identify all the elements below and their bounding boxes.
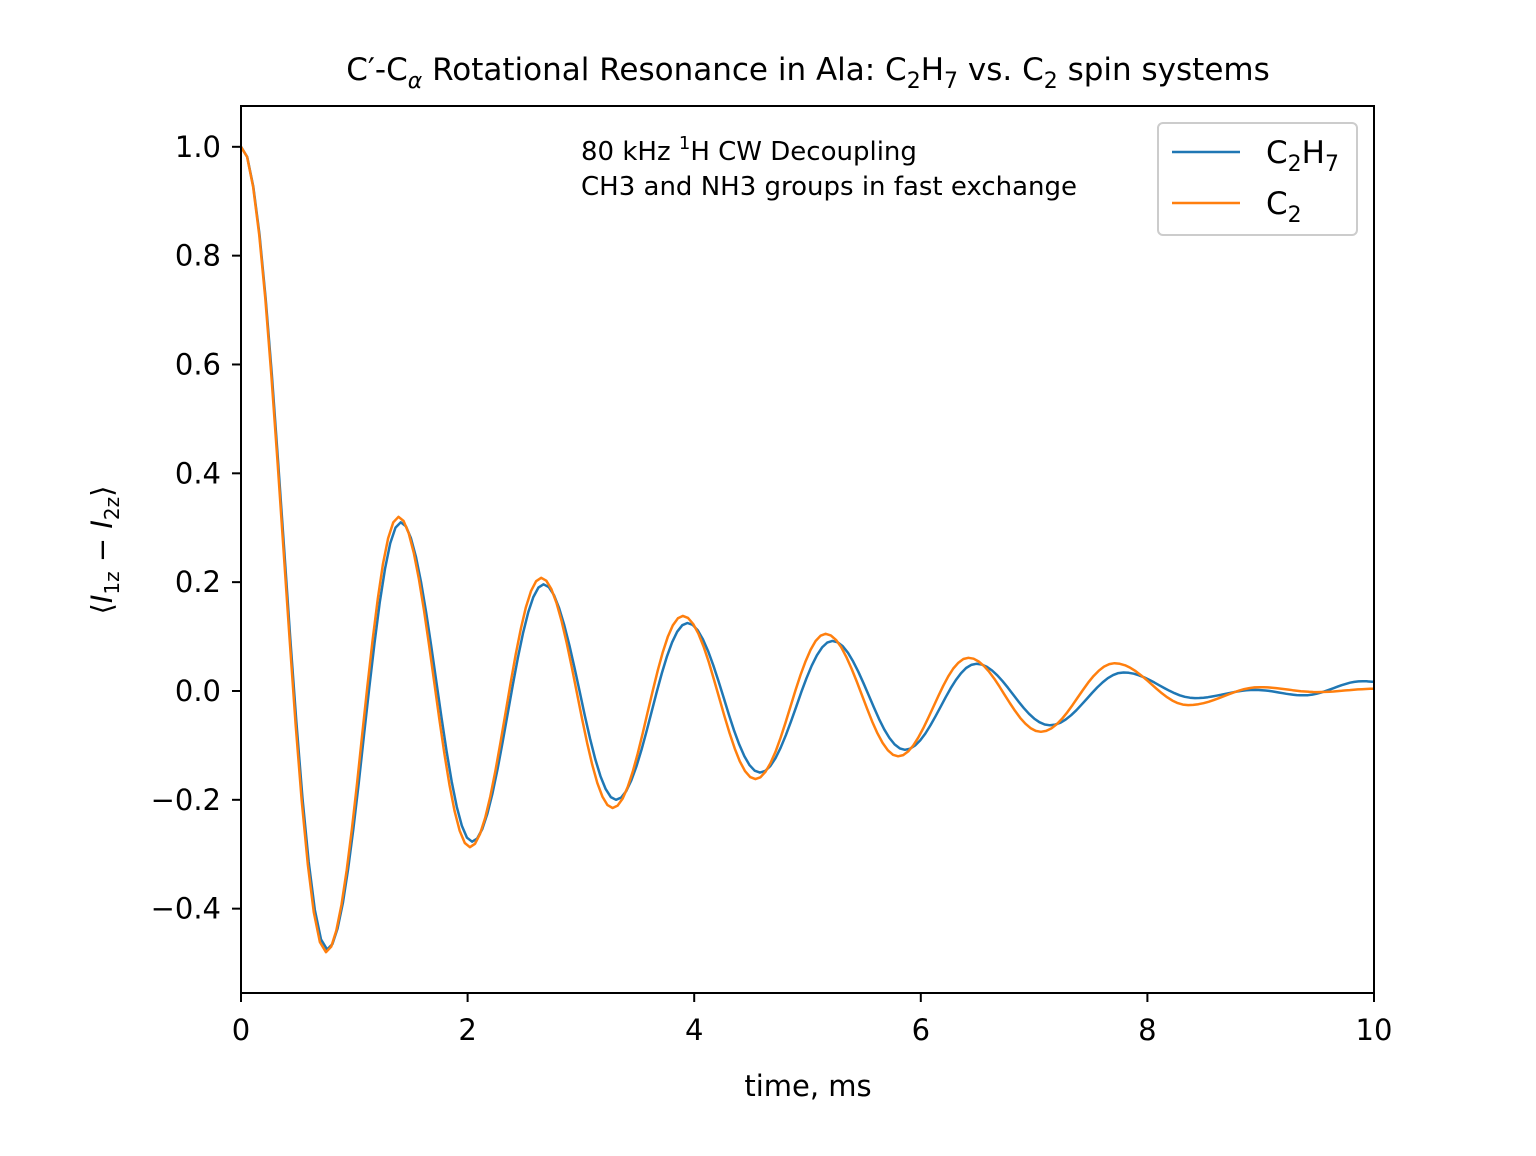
series-line-c2 xyxy=(239,146,1374,954)
x-tick-label: 8 xyxy=(1138,1013,1156,1047)
legend-box xyxy=(1157,122,1358,236)
chart-title: C′-Cα Rotational Resonance in Ala: C2H7 … xyxy=(346,52,1270,94)
y-tick-label: −0.4 xyxy=(151,892,221,926)
series-layer xyxy=(239,146,1375,954)
y-tick-label: −0.2 xyxy=(151,783,221,817)
annotation-line-2: CH3 and NH3 groups in fast exchange xyxy=(581,172,1077,202)
x-tick-label: 6 xyxy=(912,1013,930,1047)
y-tick-label: 0.6 xyxy=(175,347,221,381)
series-line-c2h7 xyxy=(239,146,1375,951)
y-axis: −0.4 −0.2 0.0 0.2 0.4 0.6 0.8 1.0 xyxy=(151,130,241,926)
y-tick-label: 0.4 xyxy=(175,456,221,490)
y-tick-label: 0.0 xyxy=(175,674,221,708)
x-tick-label: 0 xyxy=(232,1013,250,1047)
y-tick-label: 1.0 xyxy=(175,130,221,164)
y-tick-label: 0.8 xyxy=(175,239,221,273)
x-tick-label: 10 xyxy=(1356,1013,1393,1047)
x-axis-label: time, ms xyxy=(744,1069,871,1103)
annotation: 80 kHz 1H CW Decoupling CH3 and NH3 grou… xyxy=(581,133,1077,202)
legend: C2H7 C2 xyxy=(1157,122,1358,236)
legend-label-c2h7: C2H7 xyxy=(1266,135,1339,177)
x-tick-label: 4 xyxy=(685,1013,703,1047)
x-axis: 0 2 4 6 8 10 xyxy=(232,993,1393,1047)
legend-label-c2: C2 xyxy=(1266,186,1302,228)
x-tick-label: 2 xyxy=(458,1013,476,1047)
plot-frame xyxy=(240,105,1375,994)
annotation-line-1: 80 kHz 1H CW Decoupling xyxy=(581,133,917,167)
y-tick-label: 0.2 xyxy=(175,565,221,599)
y-axis-label: ⟨I1z − I2z⟩ xyxy=(85,486,124,615)
